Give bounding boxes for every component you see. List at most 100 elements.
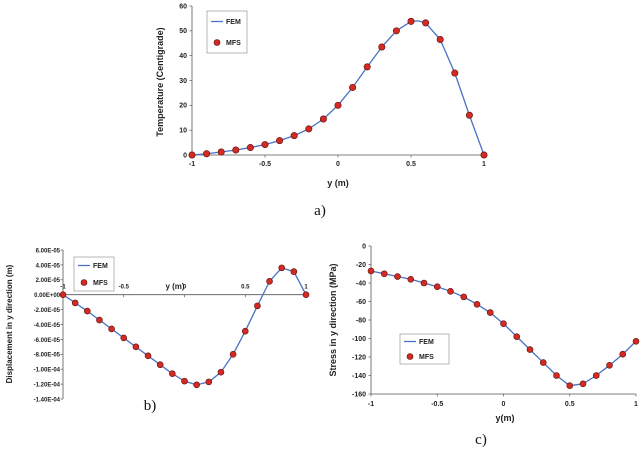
data-point-mfs [181,377,188,385]
data-point-mfs [513,333,521,340]
y-tick-label: 50 [179,28,187,35]
y-tick-label: -1.40E-04 [34,397,61,403]
data-point-mfs [592,372,600,379]
data-point-mfs [394,273,401,280]
data-point-mfs [71,299,79,307]
y-tick-label: 20 [179,103,187,110]
data-point-mfs [59,291,67,299]
legend-label-mfs: MFS [226,40,241,47]
data-point-mfs [349,83,357,91]
x-axis-title: y (m) [327,178,349,188]
data-point-mfs [319,115,327,123]
data-point-mfs [433,283,441,291]
data-point-mfs [205,378,213,386]
legend-label-fem: FEM [93,263,108,270]
x-tick-label: -1 [368,401,374,408]
y-tick-label: 60 [179,3,187,10]
data-point-mfs [436,36,444,44]
y-axis-title: Displacement in y direction (m) [5,264,14,383]
data-point-mfs [460,293,468,301]
data-point-mfs [632,337,640,345]
legend-label-fem: FEM [419,339,434,346]
chart-b: -1.40E-04 -1.20E-04 -1.00E-04 -8.00E-05 -6.0… [5,248,310,414]
y-tick-label: 0.00E+00 [34,293,61,299]
y-tick-label: -1.00E-04 [34,368,61,374]
legend-swatch-marker [213,39,221,46]
data-point-mfs [169,370,176,377]
data-point-mfs [203,150,211,158]
y-tick-label: 40 [179,53,187,60]
data-point-mfs [363,63,371,71]
x-tick-label: 0 [502,401,506,408]
data-point-mfs [407,275,415,283]
legend-label-mfs: MFS [93,280,108,287]
chart-c: -160 -140 -120 -100 -80 -60 -40 -20 0 -1 -0.5 0 0.5 1… [328,243,640,448]
data-point-mfs [232,146,240,154]
x-tick-label: 1 [634,401,638,408]
data-point-mfs [447,288,454,295]
data-point-mfs [526,346,534,353]
data-point-mfs [473,300,481,308]
y-tick-label: -2.00E-05 [34,308,61,314]
data-point-mfs [367,267,375,275]
y-tick-label: 30 [179,78,187,85]
data-point-mfs [486,309,494,316]
data-point-mfs [144,352,152,360]
x-tick-label: 0.5 [241,285,250,291]
data-point-mfs [246,144,254,152]
data-point-mfs [188,151,196,159]
data-point-mfs [500,320,507,328]
legend-swatch-marker [80,279,88,286]
y-tick-label: 6.00E-05 [36,248,61,254]
caption-a: a) [314,203,326,219]
data-point-mfs [553,372,560,379]
y-tick-label: -20 [356,262,366,269]
data-point-mfs [217,368,225,376]
y-tick-label: 4.00E-05 [36,263,61,269]
y-tick-label: -4.00E-05 [34,323,61,329]
data-point-mfs [420,279,428,287]
legend-box [206,10,248,54]
data-point-mfs [156,361,164,369]
data-point-mfs [84,307,91,315]
data-point-mfs [261,141,269,149]
series-line-fem [370,270,637,387]
x-axis-title: y(m) [495,413,514,423]
data-point-mfs [266,277,273,285]
data-point-mfs [276,137,284,145]
data-point-mfs [606,362,613,369]
x-tick-label: -0.5 [119,285,130,291]
data-point-mfs [193,381,200,389]
y-tick-label: 2.00E-05 [36,278,61,284]
y-tick-label: -1.20E-04 [34,383,61,389]
caption-c: c) [475,432,487,448]
y-tick-label: -160 [352,391,366,398]
series-line-fem [191,20,485,156]
y-tick-label: -8.00E-05 [34,353,61,359]
y-tick-label: -100 [352,336,366,343]
data-point-mfs [539,359,547,366]
x-tick-label: 0 [183,285,187,291]
data-point-mfs [229,350,237,358]
legend: FEM MFS [399,333,450,365]
data-point-mfs [407,17,415,25]
y-tick-label: -6.00E-05 [34,338,61,344]
x-tick-label: -0.5 [259,161,271,168]
data-point-mfs [132,343,140,351]
data-point-mfs [278,264,286,272]
data-point-mfs [254,302,261,310]
data-point-mfs [241,327,249,335]
data-point-mfs [120,334,128,342]
y-tick-label: -40 [356,280,366,287]
x-tick-label: 0.5 [406,161,416,168]
data-point-mfs [334,101,342,109]
y-axis-title: Stress in y direction (MPa) [328,263,338,376]
y-tick-label: -60 [356,299,366,306]
legend: FEM MFS [73,256,115,292]
y-tick-label: -80 [356,317,366,324]
x-tick-label: 0 [336,161,340,168]
x-tick-label: -1 [60,285,66,291]
data-point-mfs [378,43,386,51]
y-tick-label: 0 [362,243,366,250]
